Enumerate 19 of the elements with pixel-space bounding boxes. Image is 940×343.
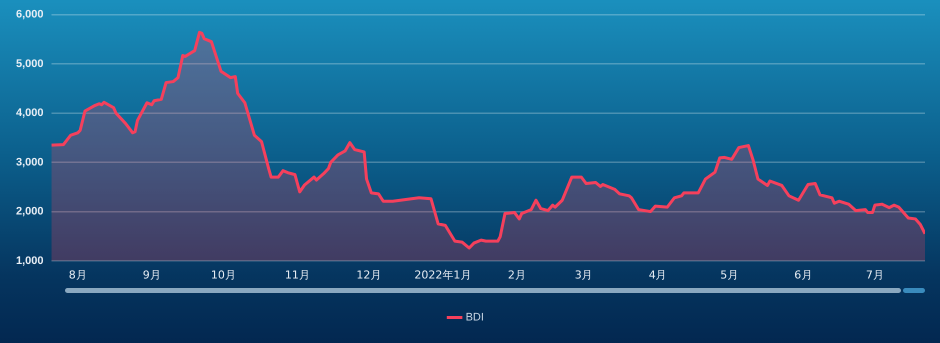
x-tick-label: 5月	[720, 268, 738, 282]
x-tick-label: 9月	[142, 268, 161, 282]
y-tick-label: 6,000	[16, 8, 44, 21]
y-tick-label: 2,000	[16, 206, 44, 218]
x-tick-label: 4月	[648, 268, 667, 282]
y-tick-label: 4,000	[16, 107, 44, 120]
y-tick-label: 3,000	[16, 156, 44, 168]
y-tick-label: 1,000	[16, 254, 44, 267]
y-tick-label: 5,000	[16, 58, 44, 70]
x-tick-label: 11月	[284, 268, 310, 282]
x-tick-label: 8月	[68, 268, 87, 282]
x-tick-label: 7月	[866, 268, 884, 282]
x-tick-label: 2022年1月	[414, 268, 472, 282]
x-tick-label: 10月	[210, 268, 236, 282]
x-tick-label: 6月	[794, 268, 812, 282]
x-tick-label: 3月	[574, 268, 593, 282]
x-tick-label: 2月	[508, 268, 526, 282]
legend-label: BDI	[466, 312, 484, 324]
x-tick-label: 12月	[356, 268, 382, 282]
